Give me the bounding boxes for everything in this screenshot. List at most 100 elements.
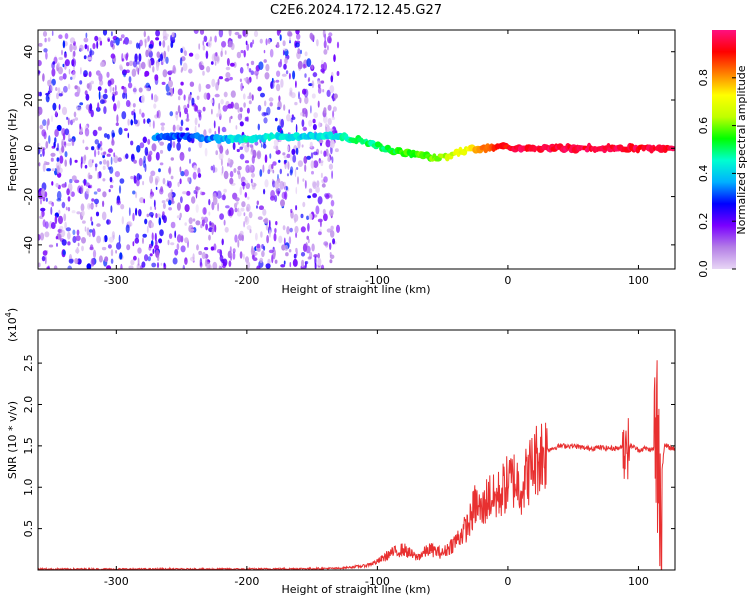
noise-blob <box>47 37 51 42</box>
noise-blob <box>194 53 200 60</box>
noise-blob <box>72 229 76 236</box>
noise-blob <box>62 73 67 80</box>
noise-blob <box>322 208 326 215</box>
snr-x-axis-label: Height of straight line (km) <box>281 583 430 596</box>
noise-blob <box>251 155 255 164</box>
noise-blob <box>42 163 46 172</box>
noise-blob <box>217 108 222 117</box>
noise-blob <box>132 60 138 68</box>
noise-blob <box>132 241 135 247</box>
snr-y-tick-label: 2.5 <box>22 354 35 372</box>
noise-blob <box>61 106 68 116</box>
noise-blob <box>158 58 161 63</box>
noise-blob <box>179 57 183 66</box>
noise-blob <box>42 73 45 82</box>
noise-blob <box>257 123 260 131</box>
noise-blob <box>218 30 224 38</box>
noise-blob <box>148 44 154 49</box>
noise-blob <box>307 78 310 83</box>
noise-blob <box>191 97 195 106</box>
noise-blob <box>102 200 105 207</box>
noise-blob <box>132 86 137 95</box>
noise-blob <box>202 106 206 112</box>
noise-blob <box>87 45 89 52</box>
noise-blob <box>236 210 242 217</box>
noise-blob <box>239 251 243 259</box>
noise-blob <box>214 35 217 43</box>
colorbar-tick-label: 0.0 <box>697 260 710 278</box>
noise-blob <box>282 40 286 47</box>
noise-blob <box>228 40 234 48</box>
noise-blob <box>269 153 272 159</box>
noise-blob <box>292 70 296 80</box>
noise-blob <box>42 219 46 228</box>
noise-blob <box>307 195 311 199</box>
noise-blob <box>256 247 261 252</box>
noise-blob <box>239 153 245 160</box>
noise-blob <box>38 70 41 74</box>
noise-blob <box>103 151 107 155</box>
noise-blob <box>68 69 71 75</box>
noise-blob <box>264 100 267 107</box>
noise-blob <box>138 157 143 167</box>
noise-blob <box>244 116 249 122</box>
noise-blob <box>94 139 100 145</box>
noise-blob <box>256 205 258 209</box>
noise-blob <box>85 32 88 38</box>
noise-blob <box>309 32 314 40</box>
noise-blob <box>146 213 150 218</box>
noise-blob <box>147 256 151 262</box>
noise-blob <box>86 83 90 89</box>
noise-blob <box>264 72 270 80</box>
noise-blob <box>72 235 77 244</box>
noise-blob <box>162 215 167 224</box>
noise-blob <box>336 224 340 233</box>
noise-blob <box>316 39 319 47</box>
noise-blob <box>260 231 263 238</box>
noise-blob <box>275 79 280 83</box>
noise-blob <box>244 192 248 198</box>
noise-blob <box>74 117 79 121</box>
noise-blob <box>292 154 297 163</box>
noise-blob <box>248 164 254 172</box>
noise-blob <box>85 93 90 101</box>
noise-blob <box>211 78 216 88</box>
noise-blob <box>329 242 332 250</box>
noise-blob <box>104 235 108 243</box>
noise-blob <box>250 247 255 256</box>
noise-blob <box>228 30 232 37</box>
noise-blob <box>80 203 85 212</box>
noise-blob <box>279 34 282 41</box>
noise-blob <box>282 50 285 56</box>
noise-blob <box>203 216 209 223</box>
noise-blob <box>194 105 199 112</box>
noise-blob <box>188 52 194 57</box>
noise-blob <box>77 185 82 194</box>
noise-blob <box>169 111 174 117</box>
noise-blob <box>269 102 273 107</box>
noise-blob <box>273 233 277 242</box>
noise-blob <box>320 172 323 178</box>
noise-blob <box>237 239 240 248</box>
noise-blob <box>316 180 320 188</box>
noise-blob <box>223 219 226 226</box>
noise-blob <box>83 37 89 43</box>
noise-blob <box>75 235 81 242</box>
noise-blob <box>257 104 262 112</box>
noise-blob <box>218 76 223 80</box>
noise-blob <box>135 233 140 240</box>
noise-blob <box>110 31 113 37</box>
noise-blob <box>273 145 276 149</box>
noise-blob <box>61 239 67 246</box>
noise-blob <box>81 237 86 244</box>
noise-blob <box>315 205 320 215</box>
snr-multiplier-close: ) <box>6 308 19 312</box>
noise-blob <box>306 235 310 240</box>
noise-blob <box>50 157 54 162</box>
noise-blob <box>232 142 236 151</box>
noise-blob <box>203 35 208 42</box>
noise-blob <box>197 173 202 178</box>
noise-blob <box>38 142 41 147</box>
noise-blob <box>92 228 96 238</box>
noise-blob <box>185 118 190 122</box>
